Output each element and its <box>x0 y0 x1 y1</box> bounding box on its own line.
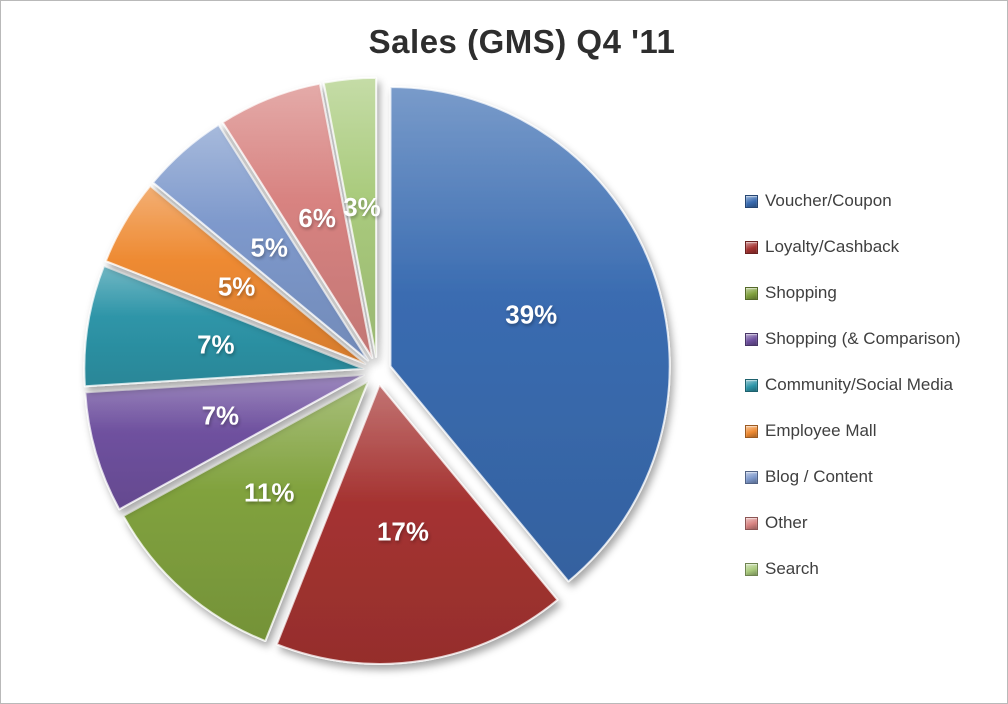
legend-swatch-icon <box>745 562 758 576</box>
chart-title: Sales (GMS) Q4 '11 <box>368 23 676 60</box>
legend-label: Shopping (& Comparison) <box>765 329 961 348</box>
pie-slice-shopping-comparison <box>84 373 365 511</box>
pie-slice-shopping <box>122 380 370 643</box>
slice-label-community-social-media: 7% <box>197 331 234 359</box>
pie-slice-blog-content <box>152 123 370 362</box>
legend-item-community-social-media: Community/Social Media <box>745 362 961 408</box>
legend-item-shopping-comparison: Shopping (& Comparison) <box>745 316 961 362</box>
slice-label-voucher-coupon: 39% <box>505 302 557 330</box>
slice-label-employee-mall: 5% <box>218 274 255 302</box>
legend-label: Blog / Content <box>765 467 873 486</box>
legend-label: Community/Social Media <box>765 375 954 394</box>
slice-label-blog-content: 5% <box>250 234 287 262</box>
slice-label-loyalty-cashback: 17% <box>377 518 429 546</box>
pie-slice-employee-mall <box>104 184 367 365</box>
pie-slice-community-social-media <box>83 264 365 388</box>
legend-label: Shopping <box>765 283 837 302</box>
legend-item-shopping: Shopping <box>745 270 961 316</box>
slice-label-shopping-comparison: 7% <box>202 403 239 431</box>
legend-label: Employee Mall <box>765 421 877 440</box>
legend-swatch-icon <box>745 424 758 438</box>
legend-swatch-icon <box>745 286 758 300</box>
legend-item-employee-mall: Employee Mall <box>745 408 961 454</box>
legend-item-loyalty-cashback: Loyalty/Cashback <box>745 224 961 270</box>
slice-label-search: 3% <box>343 194 380 222</box>
pie-slice-voucher-coupon <box>389 86 671 583</box>
legend-label: Other <box>765 513 808 532</box>
legend-label: Voucher/Coupon <box>765 191 892 210</box>
slice-label-other: 6% <box>298 205 335 233</box>
legend-item-blog-content: Blog / Content <box>745 454 961 500</box>
legend-swatch-icon <box>745 332 758 346</box>
legend-swatch-icon <box>745 240 758 254</box>
pie-slice-other <box>221 82 374 359</box>
legend-label: Search <box>765 559 819 578</box>
legend-item-voucher-coupon: Voucher/Coupon <box>745 178 961 224</box>
legend-swatch-icon <box>745 516 758 530</box>
legend-item-search: Search <box>745 546 961 592</box>
legend-swatch-icon <box>745 470 758 484</box>
slice-label-shopping: 11% <box>244 480 294 508</box>
legend-item-other: Other <box>745 500 961 546</box>
legend-label: Loyalty/Cashback <box>765 237 900 256</box>
legend: Voucher/Coupon Loyalty/Cashback Shopping Sh… <box>745 178 961 592</box>
legend-swatch-icon <box>745 378 758 392</box>
pie-slice-loyalty-cashback <box>275 383 559 665</box>
pie-slice-search <box>322 76 378 359</box>
legend-swatch-icon <box>745 194 758 208</box>
